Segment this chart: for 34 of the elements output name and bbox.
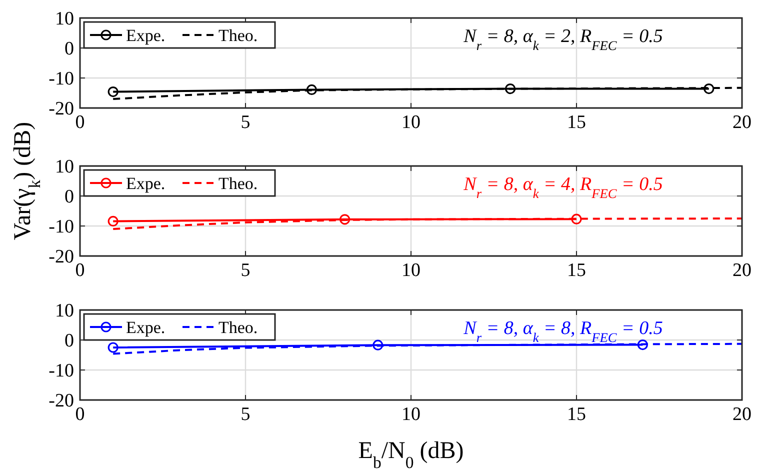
legend-label: Expe. bbox=[126, 26, 166, 45]
y-tick-label: 0 bbox=[64, 330, 74, 352]
x-tick-label: 5 bbox=[240, 260, 250, 281]
x-tick-label: 20 bbox=[732, 260, 752, 281]
legend-label: Theo. bbox=[218, 174, 258, 193]
x-tick-label: 10 bbox=[402, 404, 420, 425]
x-tick-label: 15 bbox=[567, 404, 586, 425]
y-tick-label: 10 bbox=[55, 156, 74, 178]
y-tick-label: -10 bbox=[48, 216, 74, 238]
y-tick-label: 10 bbox=[55, 8, 74, 30]
y-tick-label: -20 bbox=[48, 390, 74, 412]
x-tick-label: 15 bbox=[567, 112, 586, 133]
x-tick-label: 10 bbox=[402, 260, 420, 281]
y-tick-label: 10 bbox=[55, 300, 74, 322]
legend-label: Theo. bbox=[218, 318, 258, 337]
y-tick-label: 0 bbox=[64, 186, 74, 208]
y-tick-label: -10 bbox=[48, 360, 74, 382]
x-tick-label: 5 bbox=[240, 404, 250, 425]
y-tick-label: 0 bbox=[64, 38, 74, 60]
y-tick-label: -20 bbox=[48, 98, 74, 120]
x-axis-title: E$_{b}$/N$_{0}$ (dB) bbox=[358, 438, 464, 470]
x-tick-label: 15 bbox=[567, 260, 586, 281]
annotation: N$_{r}$ = 8, α$_{k}$ = 4, R$_{FEC}$ = 0.5 bbox=[462, 174, 663, 200]
x-tick-label: 5 bbox=[240, 112, 250, 133]
legend-label: Expe. bbox=[126, 174, 166, 193]
y-tick-label: -20 bbox=[48, 246, 74, 268]
x-tick-label: 20 bbox=[732, 112, 752, 133]
annotation: N$_{r}$ = 8, α$_{k}$ = 2, R$_{FEC}$ = 0.5 bbox=[462, 26, 663, 52]
annotation: N$_{r}$ = 8, α$_{k}$ = 8, R$_{FEC}$ = 0.5 bbox=[462, 318, 663, 344]
legend-label: Theo. bbox=[218, 26, 258, 45]
x-tick-label: 20 bbox=[732, 404, 752, 425]
x-tick-label: 10 bbox=[402, 112, 420, 133]
legend-label: Expe. bbox=[126, 318, 166, 337]
y-tick-label: -10 bbox=[48, 68, 74, 90]
